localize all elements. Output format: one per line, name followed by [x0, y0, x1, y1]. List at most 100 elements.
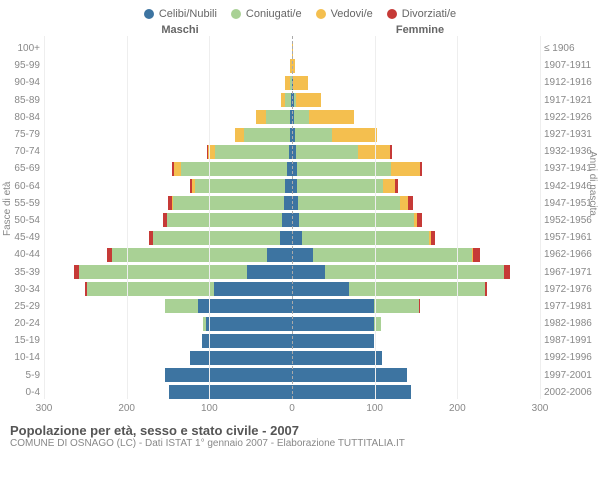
vedovi-icon [316, 9, 326, 19]
x-tick: 100 [366, 403, 383, 414]
coniugati-icon [231, 9, 241, 19]
seg-celibi [206, 317, 292, 331]
birth-year-label: ≤ 1906 [540, 43, 600, 54]
legend-label: Coniugati/e [246, 8, 302, 20]
birth-year-label: 1962-1966 [540, 249, 600, 260]
age-band-label: 65-69 [0, 163, 44, 174]
male-bar [44, 128, 292, 142]
age-row: 60-641942-1946 [0, 178, 600, 195]
seg-coniugati [266, 110, 291, 124]
bar-pair [44, 59, 540, 73]
x-tick: 300 [36, 403, 53, 414]
female-bar [292, 110, 540, 124]
age-row: 75-791927-1931 [0, 126, 600, 143]
birth-year-label: 1922-1926 [540, 112, 600, 123]
female-bar [292, 265, 540, 279]
seg-coniugati [297, 162, 391, 176]
seg-celibi [292, 351, 382, 365]
age-band-label: 35-39 [0, 267, 44, 278]
female-bar [292, 248, 540, 262]
female-bar [292, 42, 540, 56]
birth-year-label: 1987-1991 [540, 335, 600, 346]
birth-year-label: 1997-2001 [540, 370, 600, 381]
seg-celibi [292, 265, 325, 279]
seg-coniugati [153, 231, 280, 245]
age-row: 100+ ≤ 1906 [0, 40, 600, 57]
seg-coniugati [112, 248, 268, 262]
seg-celibi [214, 282, 292, 296]
male-bar [44, 385, 292, 399]
seg-coniugati [296, 145, 358, 159]
bar-pair [44, 196, 540, 210]
seg-divorziati [420, 162, 422, 176]
column-headers: Maschi Femmine [0, 24, 600, 36]
legend-item-divorziati: Divorziati/e [387, 8, 456, 20]
birth-year-label: 1982-1986 [540, 318, 600, 329]
age-band-label: 100+ [0, 43, 44, 54]
age-row: 40-441962-1966 [0, 246, 600, 263]
seg-vedovi [296, 93, 321, 107]
bar-pair [44, 145, 540, 159]
seg-divorziati [419, 299, 420, 313]
x-tick: 200 [118, 403, 135, 414]
female-bar [292, 368, 540, 382]
seg-coniugati [374, 317, 381, 331]
seg-vedovi [292, 42, 293, 56]
bar-pair [44, 110, 540, 124]
age-band-label: 50-54 [0, 215, 44, 226]
bar-pair [44, 248, 540, 262]
seg-coniugati [295, 128, 332, 142]
bar-pair [44, 368, 540, 382]
seg-celibi [247, 265, 292, 279]
legend-label: Divorziati/e [402, 8, 456, 20]
birth-year-label: 1917-1921 [540, 95, 600, 106]
age-band-label: 5-9 [0, 370, 44, 381]
age-band-label: 30-34 [0, 284, 44, 295]
male-bar [44, 231, 292, 245]
x-tick: 200 [449, 403, 466, 414]
seg-celibi [292, 231, 302, 245]
age-row: 25-291977-1981 [0, 298, 600, 315]
seg-coniugati [325, 265, 504, 279]
seg-coniugati [299, 213, 414, 227]
divorziati-icon [387, 9, 397, 19]
seg-vedovi [358, 145, 391, 159]
male-bar [44, 145, 292, 159]
seg-celibi [292, 282, 349, 296]
birth-year-label: 1957-1961 [540, 232, 600, 243]
seg-celibi [190, 351, 293, 365]
birth-year-label: 1927-1931 [540, 129, 600, 140]
seg-coniugati [195, 179, 285, 193]
age-row: 85-891917-1921 [0, 92, 600, 109]
seg-divorziati [408, 196, 413, 210]
seg-vedovi [309, 110, 354, 124]
seg-vedovi [383, 179, 395, 193]
age-band-label: 55-59 [0, 198, 44, 209]
age-row: 55-591947-1951 [0, 195, 600, 212]
male-bar [44, 299, 292, 313]
bar-pair [44, 385, 540, 399]
birth-year-label: 1992-1996 [540, 352, 600, 363]
legend: Celibi/NubiliConiugati/eVedovi/eDivorzia… [0, 0, 600, 24]
female-bar [292, 162, 540, 176]
age-band-label: 0-4 [0, 387, 44, 398]
male-bar [44, 368, 292, 382]
bar-pair [44, 179, 540, 193]
female-bar [292, 179, 540, 193]
seg-divorziati [395, 179, 397, 193]
bar-pair [44, 231, 540, 245]
seg-coniugati [313, 248, 473, 262]
male-bar [44, 42, 292, 56]
male-bar [44, 282, 292, 296]
seg-coniugati [87, 282, 214, 296]
legend-item-celibi: Celibi/Nubili [144, 8, 217, 20]
age-band-label: 45-49 [0, 232, 44, 243]
seg-divorziati [473, 248, 480, 262]
female-bar [292, 334, 540, 348]
age-row: 45-49 1957-1961 [0, 229, 600, 246]
age-row: 50-54 1952-1956 [0, 212, 600, 229]
female-bar [292, 93, 540, 107]
birth-year-label: 1952-1956 [540, 215, 600, 226]
bar-pair [44, 76, 540, 90]
age-row: 80-841922-1926 [0, 109, 600, 126]
